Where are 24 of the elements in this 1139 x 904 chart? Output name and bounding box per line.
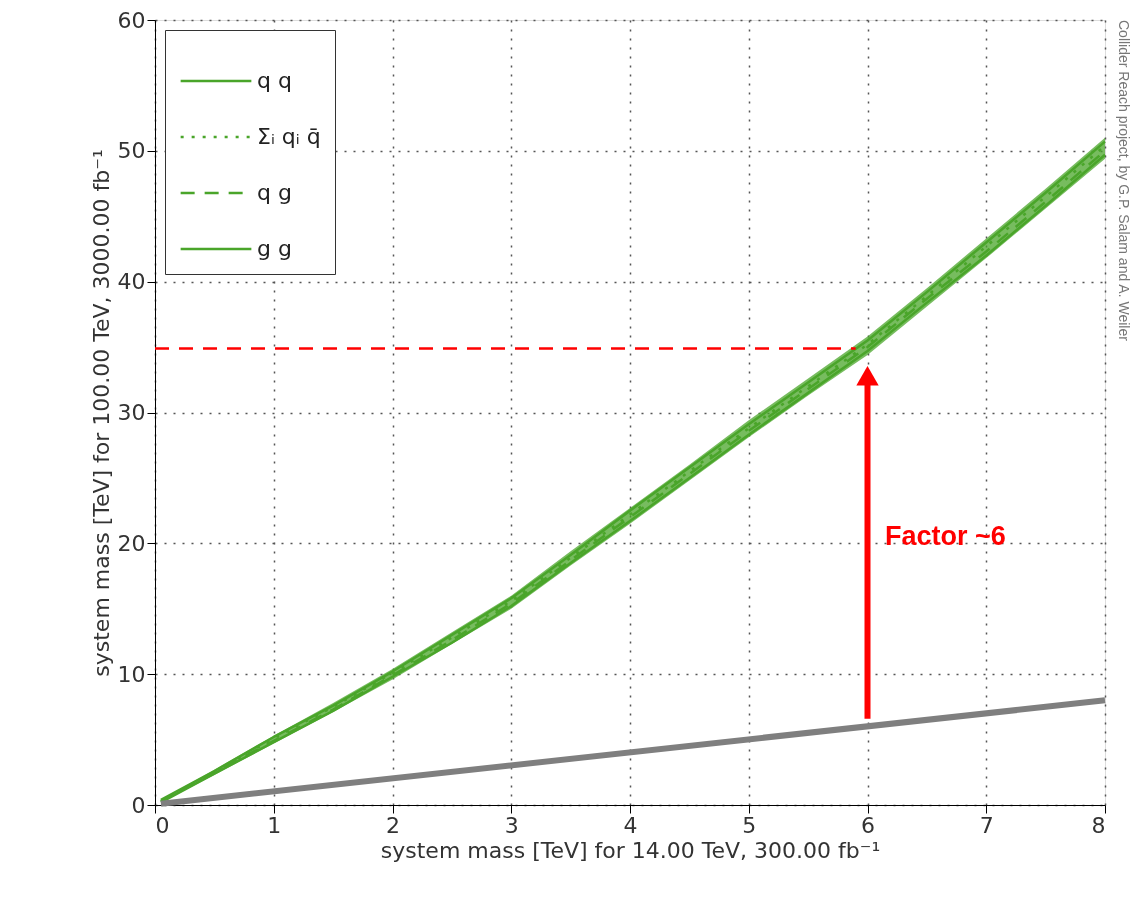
x-tick-label: 5 (742, 812, 757, 838)
x-tick-label: 1 (267, 812, 282, 838)
legend-label: q g (257, 180, 292, 205)
x-tick-label: 2 (386, 812, 400, 838)
y-tick-label: 0 (131, 792, 146, 818)
legend-label: q q (257, 68, 292, 93)
x-tick-label: 6 (861, 812, 875, 838)
legend-label: Σᵢ qᵢ q̄ (257, 124, 321, 149)
x-tick-label: 3 (504, 812, 519, 838)
y-tick-label: 30 (117, 400, 146, 425)
text: Collider Reach project, by G.P. Salam and A. Weiler (1116, 20, 1132, 342)
y-tick-label: 10 (117, 661, 146, 687)
y-tick-label: 60 (117, 7, 146, 33)
y-tick-label: 20 (117, 530, 146, 556)
x-tick-label: 8 (1091, 812, 1106, 838)
y-tick-label: 40 (117, 269, 146, 295)
y-axis-title: system mass [TeV] for 100.00 TeV, 3000.00 fb⁻¹ (88, 149, 114, 677)
annotation: Factor ~6 (885, 521, 1006, 551)
x-axis-title: system mass [TeV] for 14.00 TeV, 300.00 fb⁻¹ (380, 837, 881, 863)
x-tick-label: 0 (155, 812, 170, 838)
x-tick-label: 4 (623, 812, 638, 838)
legend-label: g g (257, 236, 292, 261)
x-tick-label: 7 (979, 812, 994, 838)
y-tick-label: 50 (117, 138, 146, 164)
